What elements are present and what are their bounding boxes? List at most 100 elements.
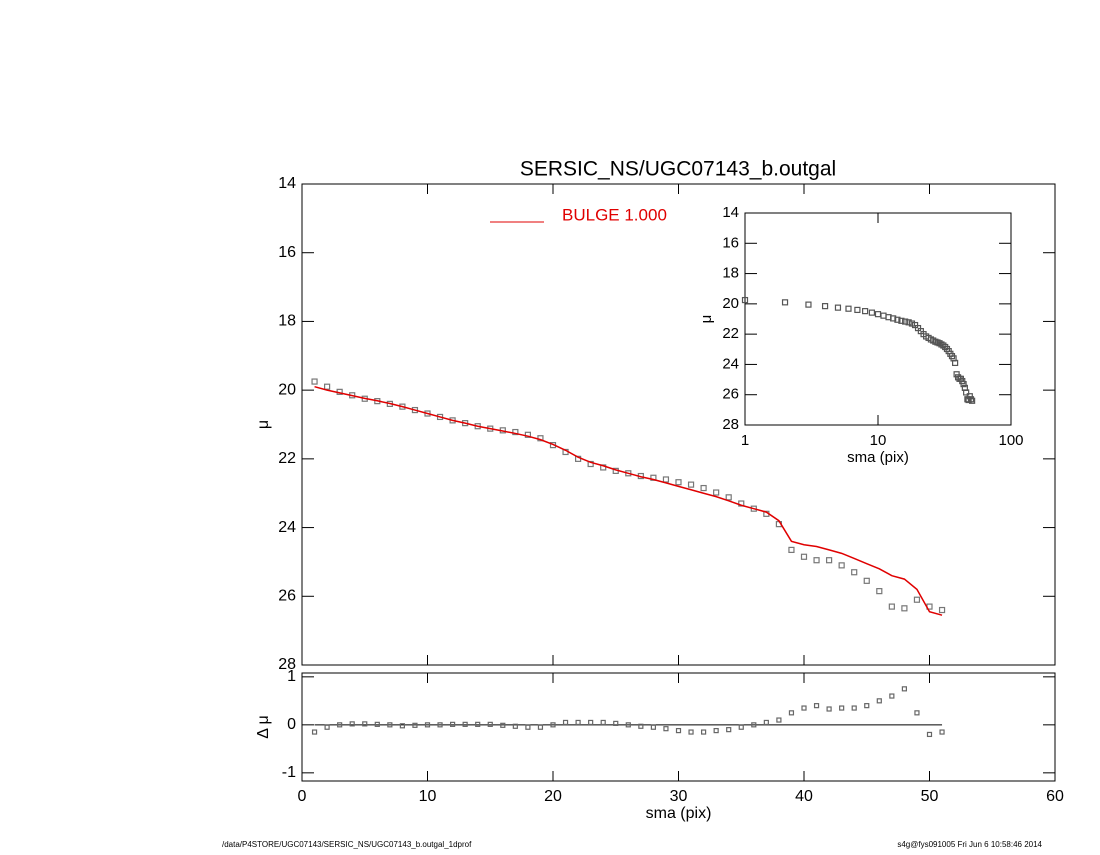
data-point xyxy=(967,396,975,403)
x-tick-label: 50 xyxy=(921,788,939,805)
y-tick-label: 14 xyxy=(722,204,739,221)
y-tick-label: 18 xyxy=(278,313,296,330)
data-point xyxy=(862,308,869,315)
data-point xyxy=(525,724,531,730)
data-point xyxy=(781,299,789,306)
data-point xyxy=(337,722,343,728)
data-point xyxy=(725,494,732,501)
data-point xyxy=(450,721,456,727)
y-tick-label: 28 xyxy=(278,656,296,673)
data-point xyxy=(890,315,897,322)
data-point xyxy=(898,317,905,324)
data-point xyxy=(550,722,556,728)
data-point xyxy=(788,546,795,554)
data-point xyxy=(788,710,795,716)
data-point xyxy=(713,727,719,734)
data-point xyxy=(838,562,845,569)
data-point xyxy=(324,383,331,390)
x-tick-label: 1 xyxy=(741,432,749,449)
data-point xyxy=(688,729,694,735)
data-point xyxy=(913,596,921,603)
data-point xyxy=(500,722,506,728)
y-tick-label: 20 xyxy=(278,381,296,398)
data-point xyxy=(512,428,519,436)
x-axis-label: sma (pix) xyxy=(646,805,712,822)
data-point xyxy=(437,722,443,728)
model-line xyxy=(314,385,943,616)
data-point xyxy=(713,489,720,496)
footer-left: /data/P4STORE/UGC07143/SERSIC_NS/UGC0714… xyxy=(222,840,472,849)
data-point xyxy=(324,724,330,730)
y-tick-label: 22 xyxy=(278,450,296,467)
data-point xyxy=(751,722,757,728)
data-point xyxy=(940,342,947,349)
y-tick-label: 0 xyxy=(287,716,296,733)
data-point xyxy=(908,320,916,327)
y-tick-label: -1 xyxy=(282,764,296,781)
y-tick-label: 1 xyxy=(287,668,296,685)
data-point xyxy=(475,721,481,727)
y-axis-label: μ xyxy=(255,420,272,429)
data-point xyxy=(650,724,657,730)
data-point xyxy=(741,296,749,304)
y-tick-label: 24 xyxy=(722,355,739,372)
y-tick-label: 20 xyxy=(722,295,739,312)
data-point xyxy=(675,479,682,486)
legend-label: BULGE 1.000 xyxy=(562,205,667,224)
x-tick-label: 40 xyxy=(795,788,813,805)
data-point xyxy=(834,304,842,311)
x-tick-label: 30 xyxy=(670,788,688,805)
data-point xyxy=(387,722,393,728)
data-point xyxy=(825,557,833,564)
data-point xyxy=(700,729,707,735)
data-point xyxy=(524,431,532,438)
data-point xyxy=(487,721,493,727)
data-point xyxy=(412,722,418,728)
data-point xyxy=(537,724,544,730)
data-point xyxy=(362,721,368,727)
data-point xyxy=(311,729,318,735)
x-tick-label: 60 xyxy=(1046,788,1064,805)
data-point xyxy=(562,719,569,726)
data-point xyxy=(675,727,682,734)
data-point xyxy=(889,693,895,699)
data-point xyxy=(939,729,945,735)
data-point xyxy=(800,553,808,560)
data-point xyxy=(905,319,912,326)
data-point xyxy=(662,476,670,483)
data-point xyxy=(311,378,318,385)
data-point xyxy=(969,397,976,404)
data-point xyxy=(826,706,832,712)
data-point xyxy=(512,723,518,729)
data-point xyxy=(625,722,631,728)
data-point xyxy=(888,603,895,610)
y-tick-label: 22 xyxy=(722,325,739,342)
data-point xyxy=(588,719,594,726)
y-tick-label: 16 xyxy=(278,244,296,261)
data-point xyxy=(963,389,970,396)
data-point xyxy=(738,500,745,507)
data-point xyxy=(801,705,807,711)
chart-title: SERSIC_NS/UGC07143_b.outgal xyxy=(520,158,836,181)
x-tick-label: 20 xyxy=(544,788,562,805)
data-point xyxy=(813,557,820,564)
data-point xyxy=(880,312,887,319)
data-point xyxy=(863,577,870,584)
data-point xyxy=(399,723,405,729)
data-point xyxy=(901,605,908,612)
data-point xyxy=(805,301,812,308)
x-tick-label: 100 xyxy=(998,432,1023,449)
data-point xyxy=(864,703,870,709)
data-point xyxy=(813,703,820,709)
data-point xyxy=(868,309,876,316)
x-tick-label: 10 xyxy=(419,788,437,805)
data-point xyxy=(901,686,908,692)
y-tick-label: 16 xyxy=(722,234,739,251)
data-point xyxy=(926,731,933,738)
data-point xyxy=(952,359,959,367)
data-point xyxy=(349,721,355,727)
x-tick-label: 0 xyxy=(298,788,307,805)
footer-right: s4g@fys091005 Fri Jun 6 10:58:46 2014 xyxy=(897,840,1042,849)
y-tick-label: 14 xyxy=(278,175,296,192)
